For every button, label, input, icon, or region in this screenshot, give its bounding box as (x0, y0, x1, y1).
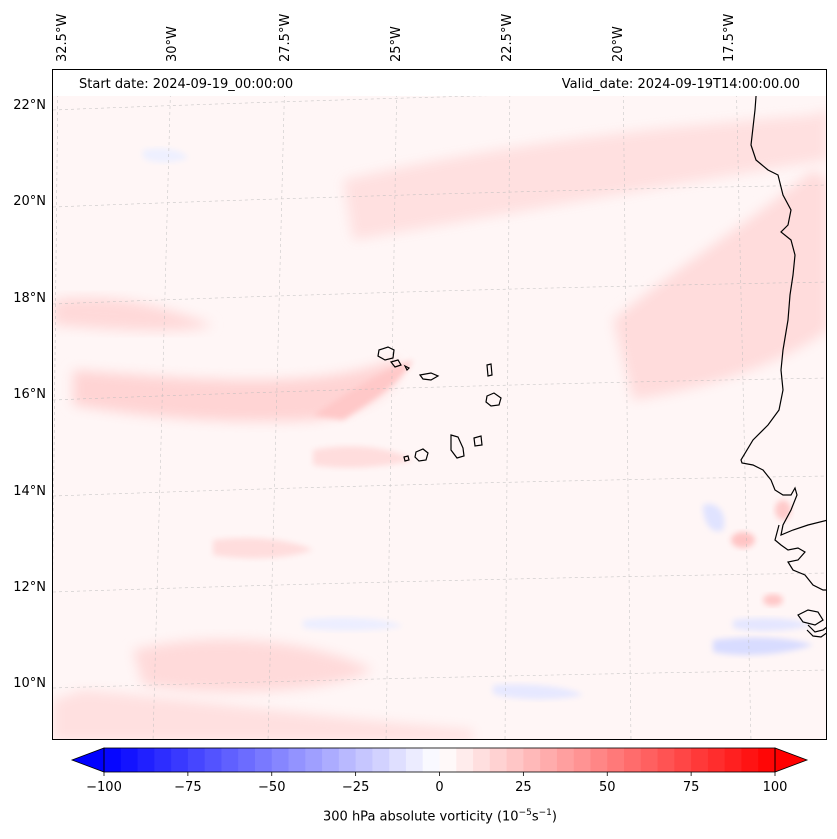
island-sal (486, 363, 493, 377)
colorbar-cell (372, 748, 390, 772)
lon-label-22-5w: 22.5°W (500, 13, 515, 62)
colorbar-cell (456, 748, 474, 772)
colorbar-cell (607, 748, 625, 772)
west-africa-coastline (740, 70, 826, 638)
colorbar-cell (473, 748, 491, 772)
colorbar-cell (254, 748, 273, 772)
colorbar-cell (573, 748, 591, 772)
colorbar-cell (422, 748, 440, 772)
gridlines (53, 70, 826, 739)
colorbar-cells (104, 748, 776, 772)
lon-label-27-5w: 27.5°W (278, 13, 293, 62)
island-santa-luzia (403, 364, 411, 372)
colorbar-cell (439, 748, 457, 772)
colorbar-cell (322, 748, 340, 772)
colorbar-cell (187, 748, 206, 772)
lon-label-32-5w: 32.5°W (55, 13, 70, 62)
colorbar-tick-label: 25 (515, 780, 532, 795)
colorbar-cell (758, 748, 776, 772)
colorbar-cell (204, 748, 222, 772)
island-sao-nicolau (418, 372, 440, 381)
colorbar-tick-label: 100 (763, 780, 788, 795)
colorbar-cell (506, 748, 524, 772)
colorbar-tick-label: −100 (86, 780, 122, 795)
island-fogo (414, 448, 429, 462)
map-canvas (53, 70, 826, 739)
island-sao-vicente (389, 359, 402, 368)
colorbar-cell (691, 748, 709, 772)
colorbar-cell (288, 748, 306, 772)
lon-label-17-5w: 17.5°W (722, 13, 737, 62)
colorbar-cell (271, 748, 290, 772)
lat-label-20n: 20°N (13, 194, 46, 209)
colorbar-cell (489, 748, 508, 772)
lat-label-18n: 18°N (13, 291, 46, 306)
colorbar-cell (338, 748, 357, 772)
colorbar-cell (640, 748, 659, 772)
colorbar-tick-label: −75 (174, 780, 201, 795)
colorbar-tick-label: 0 (435, 780, 443, 795)
info-bar (53, 70, 826, 96)
colorbar-cell (707, 748, 726, 772)
colorbar-cell (741, 748, 759, 772)
lon-label-20w: 20°W (611, 26, 626, 62)
colorbar-cell (154, 748, 172, 772)
lat-label-16n: 16°N (13, 387, 46, 402)
start-date-label: Start date: 2024-09-19_00:00:00 (79, 77, 294, 92)
colorbar-cell (556, 748, 575, 772)
colorbar-cell (221, 748, 239, 772)
island-maio (473, 435, 483, 447)
colorbar-cell (657, 748, 675, 772)
colorbar-tick-label: −50 (258, 780, 285, 795)
colorbar-cell (137, 748, 155, 772)
cape-verde-islands (377, 346, 502, 462)
lat-label-14n: 14°N (13, 484, 46, 499)
colorbar-title: 300 hPa absolute vorticity (10−5s−1) (323, 808, 557, 825)
colorbar: −100 −75 −50 −25 0 25 50 75 100 (70, 747, 809, 795)
colorbar-high-extend-arrow (774, 747, 809, 773)
lat-label-22n: 22°N (13, 98, 46, 113)
colorbar-cell (523, 748, 541, 772)
valid-date-label: Valid_date: 2024-09-19T14:00:00.00 (561, 77, 800, 92)
colorbar-ticks: −100 −75 −50 −25 0 25 50 75 100 (86, 772, 787, 795)
lat-label-10n: 10°N (13, 676, 46, 691)
colorbar-cell (355, 748, 373, 772)
colorbar-cell (405, 748, 424, 772)
colorbar-tick-label: −25 (342, 780, 369, 795)
colorbar-cell (171, 748, 189, 772)
island-brava (403, 455, 410, 462)
island-santiago (450, 434, 465, 459)
lat-label-12n: 12°N (13, 580, 46, 595)
colorbar-cell (674, 748, 692, 772)
colorbar-cell (305, 748, 323, 772)
colorbar-low-extend-arrow (70, 747, 105, 773)
colorbar-tick-label: 75 (683, 780, 700, 795)
lon-label-25w: 25°W (389, 26, 404, 62)
colorbar-tick-label: 50 (599, 780, 616, 795)
colorbar-cell (724, 748, 742, 772)
colorbar-cell (238, 748, 256, 772)
colorbar-cell (540, 748, 558, 772)
map-panel[interactable]: Start date: 2024-09-19_00:00:00 Valid_da… (52, 69, 827, 740)
colorbar-cell (624, 748, 642, 772)
island-santo-antao (377, 346, 395, 361)
vorticity-field (53, 110, 826, 739)
colorbar-cell (590, 748, 608, 772)
colorbar-cell (389, 748, 407, 772)
lon-label-30w: 30°W (165, 26, 180, 62)
colorbar-cell (120, 748, 139, 772)
colorbar-cell (104, 748, 122, 772)
island-boa-vista (485, 392, 502, 407)
